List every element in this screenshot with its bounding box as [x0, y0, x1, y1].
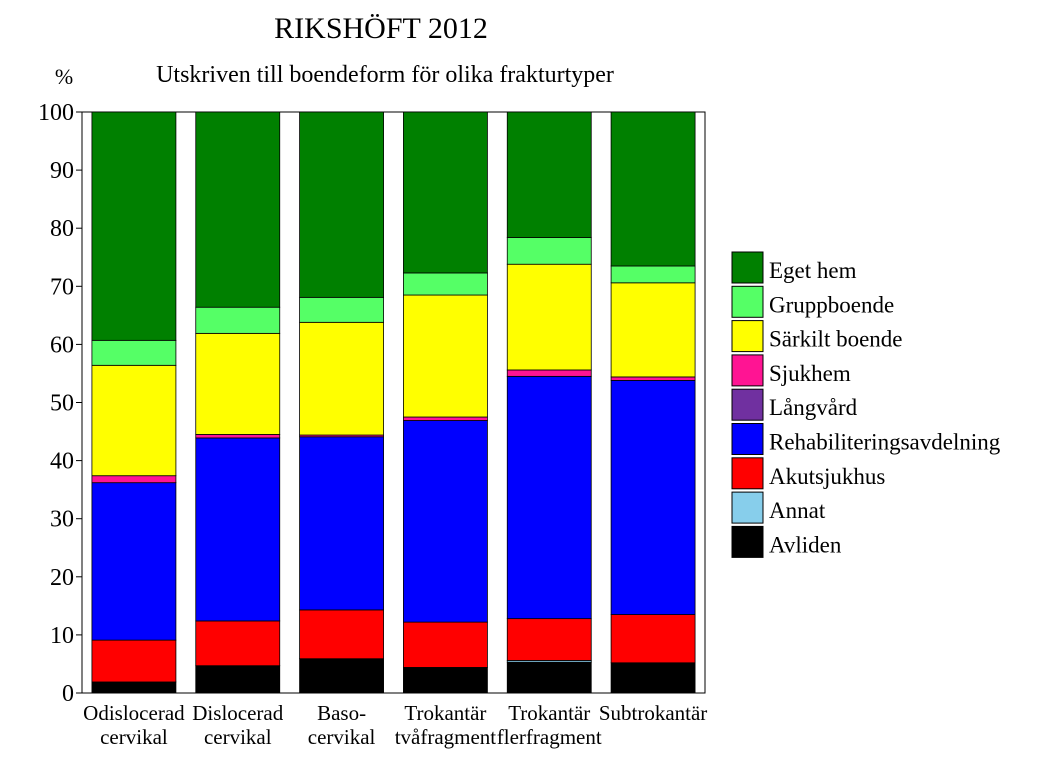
x-tick-label-3-line-1: Baso-: [317, 701, 366, 725]
y-tick-label-100: 100: [38, 100, 74, 126]
y-tick-label-80: 80: [50, 216, 74, 242]
bar-segment-akutsjukhus-4: [403, 621, 488, 668]
y-tick-label-40: 40: [50, 449, 74, 475]
bar-segment-gruppboende-3: [299, 296, 384, 323]
y-tick-label-70: 70: [50, 274, 74, 300]
x-tick-label-4-line-2: tvåfragment: [395, 725, 497, 749]
bar-segment-sarkilt-boende-3: [299, 321, 384, 436]
bar-segment-rehabiliteringsavdelning-3: [299, 436, 384, 611]
y-tick-label-0: 0: [62, 681, 74, 707]
legend-label-annat: Annat: [769, 498, 826, 523]
bar-segment-eget-hem-3: [299, 111, 384, 298]
bar-segment-gruppboende-6: [610, 265, 696, 284]
legend-label-eget-hem: Eget hem: [769, 258, 857, 283]
legend-label-akutsjukhus: Akutsjukhus: [769, 464, 885, 489]
bar-segment-eget-hem-5: [506, 111, 592, 238]
bar-segment-rehabiliteringsavdelning-5: [506, 375, 592, 620]
bar-segment-gruppboende-2: [195, 306, 281, 334]
legend-label-avliden: Avliden: [769, 532, 842, 557]
bar-segment-sjukhem-2: [195, 434, 281, 439]
legend-label-gruppboende: Gruppboende: [769, 292, 894, 317]
bar-segment-sjukhem-4: [403, 416, 488, 421]
x-tick-label-2-line-1: Dislocerad: [192, 701, 283, 725]
legend-swatch-avliden: [731, 525, 764, 558]
bar-segment-rehabiliteringsavdelning-4: [403, 420, 488, 623]
bar-segment-sarkilt-boende-1: [91, 364, 177, 477]
legend-label-rehabiliteringsavdelning: Rehabiliteringsavdelning: [769, 430, 1001, 455]
bar-segment-rehabiliteringsavdelning-1: [91, 482, 177, 641]
bar-segment-akutsjukhus-1: [91, 639, 177, 683]
bar-segment-akutsjukhus-3: [299, 609, 384, 660]
bar-segment-sjukhem-1: [91, 475, 177, 484]
y-tick-label-90: 90: [50, 158, 74, 184]
legend-label-langvard: Långvård: [769, 395, 858, 420]
bar-segment-rehabiliteringsavdelning-2: [195, 437, 281, 622]
bar-segment-sarkilt-boende-4: [403, 294, 488, 418]
y-axis-label: %: [55, 64, 73, 89]
bar-segment-eget-hem-2: [195, 111, 281, 308]
x-tick-label-1-line-1: Odislocerad: [83, 701, 185, 725]
x-tick-label-5-line-1: Trokantär: [508, 701, 590, 725]
legend-swatch-rehabiliteringsavdelning: [731, 423, 764, 455]
bars-layer: [91, 111, 696, 694]
bar-segment-avliden-6: [610, 662, 696, 694]
y-tick-label-30: 30: [50, 507, 74, 533]
bar-segment-avliden-4: [403, 667, 488, 694]
chart-subtitle: Utskriven till boendeform för olika frak…: [156, 62, 614, 88]
legend-swatch-langvard: [731, 388, 764, 421]
x-tick-label-3-line-2: cervikal: [308, 725, 376, 749]
legend-label-sjukhem: Sjukhem: [769, 361, 851, 386]
y-tick-label-60: 60: [50, 332, 74, 358]
plot-area-frame: [81, 111, 706, 694]
chart-title: RIKSHÖFT 2012: [274, 12, 488, 45]
bar-segment-avliden-3: [299, 658, 384, 694]
bar-segment-gruppboende-4: [403, 272, 488, 296]
bar-segment-eget-hem-1: [91, 111, 177, 341]
bar-segment-rehabiliteringsavdelning-6: [610, 380, 696, 615]
legend-swatch-annat: [731, 491, 764, 524]
x-tick-label-5-line-2: flerfragment: [497, 725, 602, 749]
legend-swatch-sarkilt-boende: [731, 320, 764, 353]
y-axis: 0 10 20 30 40 50 60 70 80 90 100: [38, 100, 82, 707]
bar-segment-gruppboende-1: [91, 339, 177, 366]
x-tick-label-4-line-1: Trokantär: [404, 701, 486, 725]
y-tick-label-50: 50: [50, 391, 74, 417]
x-tick-label-6-line-1: Subtrokantär: [599, 701, 707, 725]
bar-segment-sarkilt-boende-6: [610, 282, 696, 378]
x-axis: OdisloceradcervikalDisloceradcervikalBas…: [83, 701, 707, 749]
bar-segment-gruppboende-5: [506, 237, 592, 265]
legend: Eget hem Gruppboende Särkilt boende Sjukhem…: [731, 251, 1001, 558]
bar-segment-akutsjukhus-5: [506, 618, 592, 661]
legend-swatch-gruppboende: [731, 285, 764, 318]
bar-segment-akutsjukhus-6: [610, 614, 696, 664]
legend-swatch-eget-hem: [731, 251, 764, 284]
bar-segment-sjukhem-5: [506, 369, 592, 377]
bar-segment-sarkilt-boende-2: [195, 332, 281, 435]
bar-segment-akutsjukhus-2: [195, 620, 281, 667]
bar-segment-avliden-1: [91, 681, 177, 694]
legend-swatch-akutsjukhus: [731, 457, 764, 490]
bar-segment-sjukhem-6: [610, 376, 696, 381]
x-tick-label-2-line-2: cervikal: [204, 725, 272, 749]
y-tick-label-10: 10: [50, 623, 74, 649]
bar-segment-avliden-2: [195, 665, 281, 694]
bar-segment-sarkilt-boende-5: [506, 263, 592, 371]
bar-segment-avliden-5: [506, 661, 592, 694]
legend-swatch-sjukhem: [731, 354, 764, 387]
bar-segment-eget-hem-4: [403, 111, 488, 274]
bar-segment-eget-hem-6: [610, 111, 696, 267]
legend-label-sarkilt-boende: Särkilt boende: [769, 327, 903, 352]
x-tick-label-1-line-2: cervikal: [100, 725, 168, 749]
y-tick-label-20: 20: [50, 565, 74, 591]
